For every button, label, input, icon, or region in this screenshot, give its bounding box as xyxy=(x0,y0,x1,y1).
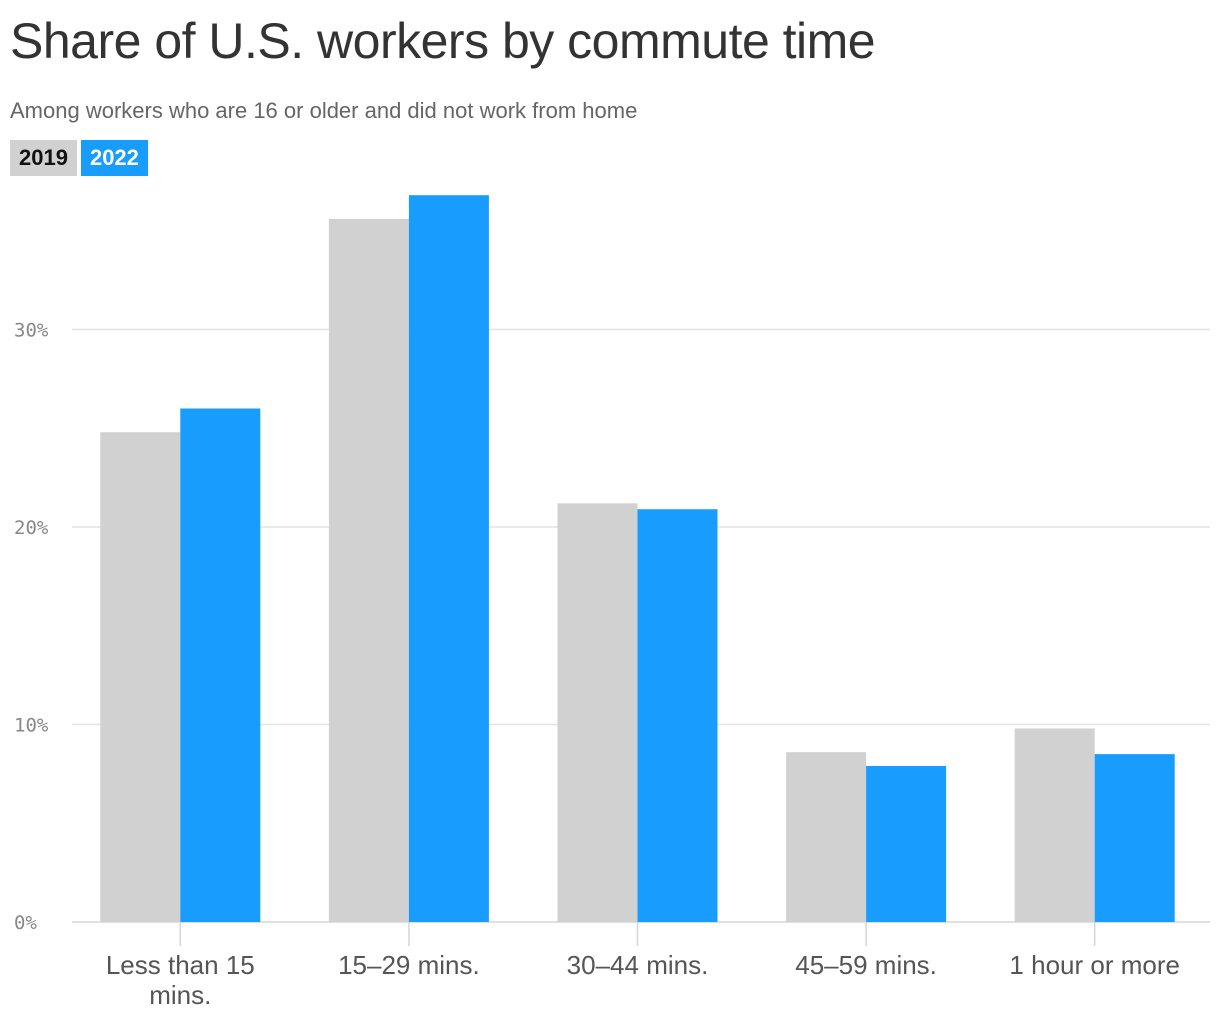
y-tick-label: 0% xyxy=(14,912,37,934)
bar-2022-2[interactable] xyxy=(637,509,718,922)
bar-2019-4[interactable] xyxy=(1014,728,1095,922)
bar-2019-0[interactable] xyxy=(100,432,181,922)
x-category-label: 15–29 mins. xyxy=(338,950,480,980)
legend: 2019 2022 xyxy=(10,140,148,176)
bar-2022-0[interactable] xyxy=(180,408,261,923)
bar-2019-2[interactable] xyxy=(557,503,638,922)
bar-2022-3[interactable] xyxy=(866,765,947,922)
x-category-label: 45–59 mins. xyxy=(795,950,937,980)
bar-2022-1[interactable] xyxy=(408,195,489,922)
bar-2019-3[interactable] xyxy=(786,752,867,922)
y-axis-ticks: 0% 10% 20% 30% xyxy=(14,320,49,935)
y-tick-label: 30% xyxy=(14,320,49,342)
x-category-label: mins. xyxy=(149,980,211,1010)
bar-2019-1[interactable] xyxy=(328,218,409,922)
y-tick-label: 10% xyxy=(14,715,49,737)
legend-item-2019[interactable]: 2019 xyxy=(10,140,77,176)
bars xyxy=(100,195,1175,923)
bar-2022-4[interactable] xyxy=(1094,754,1175,922)
legend-item-2022[interactable]: 2022 xyxy=(80,140,148,176)
x-category-label: 1 hour or more xyxy=(1009,950,1180,980)
chart-title: Share of U.S. workers by commute time xyxy=(10,13,876,69)
y-tick-label: 20% xyxy=(14,517,49,539)
x-category-label: Less than 15 xyxy=(106,950,255,980)
chart-subtitle: Among workers who are 16 or older and di… xyxy=(10,98,638,123)
x-category-label: 30–44 mins. xyxy=(567,950,709,980)
